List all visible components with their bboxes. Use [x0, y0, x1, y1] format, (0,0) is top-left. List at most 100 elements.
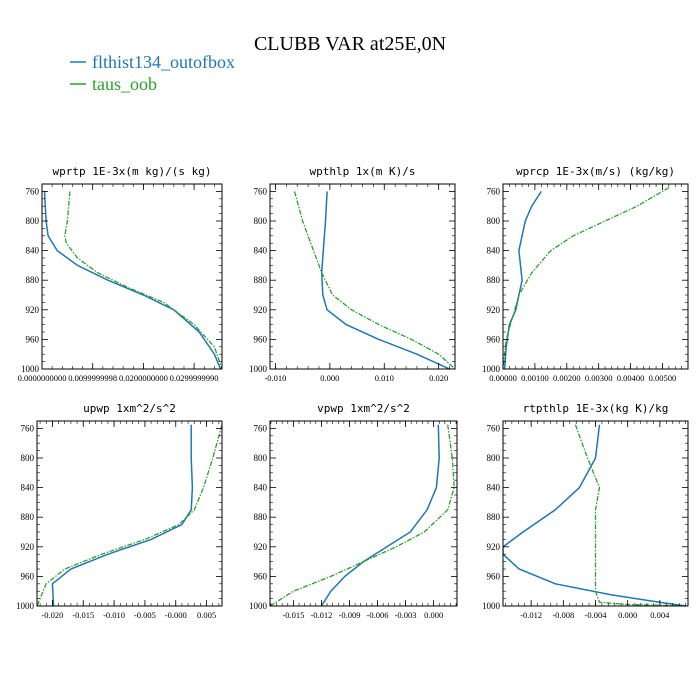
x-tick-label: 0.020 [429, 373, 448, 383]
y-tick-label: 920 [21, 542, 35, 552]
x-tick-label: -0.003 [395, 610, 417, 620]
panel-2: wpthlp 1x(m K)/s 760 800 840 880 920 960 1000-0… [249, 165, 456, 383]
y-tick-label: 960 [487, 571, 501, 581]
series-line-flthist134 [51, 424, 194, 606]
x-tick-label: 0.005 [197, 610, 216, 620]
y-tick-label: 920 [26, 305, 40, 315]
panel-5: vpwp 1xm^2/s^2 760 800 840 880 920 960 1000 -0.0… [249, 402, 458, 620]
series-line-taus-oob [37, 424, 222, 606]
y-tick-label: 880 [487, 512, 501, 522]
y-tick-label: 880 [254, 512, 268, 522]
x-tick-label: -0.000 [165, 610, 187, 620]
x-tick-label: -0.012 [310, 610, 332, 620]
y-tick-label: 960 [21, 571, 35, 581]
y-tick-label: 800 [254, 453, 268, 463]
series-line-taus-oob [64, 191, 222, 369]
panel-title: wprcp 1E-3x(m/s) (kg/kg) [516, 165, 675, 178]
y-tick-label: 1000 [482, 364, 501, 374]
y-tick-label: 840 [487, 246, 501, 256]
y-tick-label: 800 [21, 453, 35, 463]
y-tick-label: 760 [26, 186, 40, 196]
x-tick-label: -0.010 [264, 373, 286, 383]
plot-frame [36, 420, 223, 607]
x-tick-label: 0.00000 [489, 373, 517, 383]
series-line-taus-oob [574, 424, 688, 606]
x-tick-label: 0.0099999998 [68, 373, 117, 383]
x-tick-label: 0.00400 [617, 373, 645, 383]
plot-frame [41, 183, 223, 370]
x-tick-label: 0.004 [650, 610, 670, 620]
x-tick-label: -0.015 [72, 610, 94, 620]
panel-title: vpwp 1xm^2/s^2 [317, 402, 410, 415]
x-tick-label: -0.008 [552, 610, 574, 620]
y-tick-label: 760 [487, 423, 501, 433]
y-tick-label: 920 [254, 305, 268, 315]
x-tick-label: -0.015 [282, 610, 304, 620]
x-tick-label: 0.000 [320, 373, 339, 383]
y-tick-label: 920 [254, 542, 268, 552]
figure-title: CLUBB VAR at25E,0N [254, 33, 446, 55]
x-tick-label: -0.004 [585, 610, 608, 620]
y-tick-label: 840 [487, 483, 501, 493]
legend-label-1: flthist134_outofbox [92, 52, 235, 72]
x-tick-label: -0.020 [41, 610, 63, 620]
series-line-taus-oob [293, 191, 455, 369]
x-tick-label: 0.0200000000 [119, 373, 168, 383]
panel-grid: wprtp 1E-3x(m kg)/(s kg) 760 800 840 880 920 9… [16, 165, 689, 620]
y-tick-label: 840 [254, 246, 268, 256]
y-tick-label: 880 [487, 275, 501, 285]
x-tick-label: 0.00100 [521, 373, 549, 383]
y-tick-label: 880 [254, 275, 268, 285]
y-tick-label: 760 [254, 186, 268, 196]
x-tick-label: 0.00300 [585, 373, 613, 383]
panel-4: upwp 1xm^2/s^2 760 800 840 880 920 960 1000 -0.0… [16, 402, 223, 620]
y-tick-label: 920 [487, 542, 501, 552]
y-tick-label: 760 [487, 186, 501, 196]
y-tick-label: 800 [487, 453, 501, 463]
series-line-taus-oob [503, 187, 670, 369]
series-line-flthist134 [320, 424, 440, 606]
series-line-flthist134 [320, 191, 450, 369]
panel-title: wpthlp 1x(m K)/s [310, 165, 416, 178]
y-tick-label: 1000 [21, 364, 40, 374]
y-tick-label: 960 [254, 571, 268, 581]
y-tick-label: 960 [26, 334, 40, 344]
x-tick-label: -0.012 [520, 610, 542, 620]
panel-title: rtpthlp 1E-3x(kg K)/kg [523, 402, 669, 415]
y-tick-label: 880 [21, 512, 35, 522]
panel-3: wprcp 1E-3x(m/s) (kg/kg) 760 800 840 880 920 9… [482, 165, 689, 383]
y-tick-label: 760 [21, 423, 35, 433]
y-tick-label: 1000 [249, 601, 268, 611]
x-tick-label: 0.000 [424, 610, 443, 620]
y-tick-label: 1000 [16, 601, 35, 611]
x-tick-label: 0.010 [375, 373, 394, 383]
plot-frame [269, 183, 456, 370]
y-tick-label: 840 [21, 483, 35, 493]
y-tick-label: 800 [487, 216, 501, 226]
series-line-flthist134 [503, 190, 542, 369]
panel-title: wprtp 1E-3x(m kg)/(s kg) [53, 165, 212, 178]
series-line-flthist134 [503, 424, 686, 606]
y-tick-label: 960 [254, 334, 268, 344]
panel-1: wprtp 1E-3x(m kg)/(s kg) 760 800 840 880 920 9… [18, 165, 223, 383]
y-tick-label: 800 [254, 216, 268, 226]
panel-6: rtpthlp 1E-3x(kg K)/kg 760 800 840 880 920 960… [482, 402, 689, 620]
x-tick-label: 0.0000000000 [18, 373, 67, 383]
plot-frame [269, 420, 458, 607]
x-tick-label: -0.010 [103, 610, 125, 620]
x-tick-label: 0.0299999990 [170, 373, 219, 383]
y-tick-label: 800 [26, 216, 40, 226]
y-tick-label: 840 [254, 483, 268, 493]
y-tick-label: 960 [487, 334, 501, 344]
x-tick-label: 0.00500 [649, 373, 677, 383]
y-tick-label: 840 [26, 246, 40, 256]
x-tick-label: 0.00200 [553, 373, 581, 383]
y-tick-label: 920 [487, 305, 501, 315]
y-tick-label: 880 [26, 275, 40, 285]
plot-frame [502, 183, 689, 370]
series-line-flthist134 [43, 191, 222, 369]
x-tick-label: -0.006 [367, 610, 389, 620]
y-tick-label: 1000 [482, 601, 501, 611]
